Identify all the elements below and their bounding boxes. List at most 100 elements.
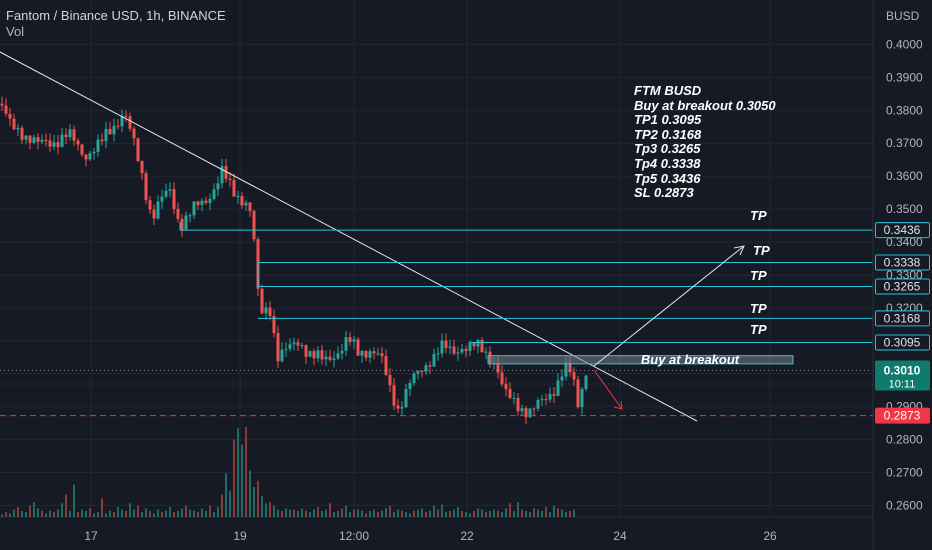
candle-body <box>352 339 356 342</box>
volume-bar <box>93 513 95 517</box>
candle-body <box>500 372 504 385</box>
candle-body <box>136 138 140 162</box>
y-tick-label: 0.2700 <box>886 466 923 480</box>
currency-label: BUSD <box>886 9 920 23</box>
note-line-pair: FTM BUSD <box>634 83 702 98</box>
candle-body <box>380 353 384 357</box>
volume-bar <box>193 510 195 517</box>
volume-bar <box>413 510 415 517</box>
candle-body <box>284 348 288 350</box>
candle-body <box>24 135 28 140</box>
volume-bar <box>245 427 247 517</box>
candle-body <box>240 196 244 206</box>
volume-bar <box>213 512 215 517</box>
candle-body <box>16 127 20 130</box>
volume-bar <box>9 513 11 517</box>
volume-bar <box>441 504 443 517</box>
candle-body <box>384 356 388 375</box>
volume-bar <box>381 510 383 517</box>
volume-bar <box>273 505 275 517</box>
breakout-label: Buy at breakout <box>641 352 740 367</box>
volume-bar <box>553 505 555 517</box>
candle-body <box>208 198 212 203</box>
candle-body <box>468 342 472 352</box>
y-tick-label: 0.2800 <box>886 433 923 447</box>
volume-bar <box>21 510 23 517</box>
candle-body <box>548 393 552 400</box>
candle-body <box>48 140 52 147</box>
volume-bar <box>53 512 55 517</box>
volume-bar <box>305 510 307 517</box>
candle-body <box>508 389 512 398</box>
volume-bar <box>493 509 495 517</box>
candle-body <box>80 144 84 155</box>
volume-bar <box>429 510 431 517</box>
candle-body <box>464 348 468 352</box>
candle-body <box>152 209 156 219</box>
current-price-tag <box>875 360 930 391</box>
candle-body <box>304 345 308 357</box>
volume-bar <box>397 509 399 517</box>
trendline <box>0 51 698 422</box>
volume-bar <box>69 510 71 517</box>
volume-bar <box>101 498 103 517</box>
candle-body <box>12 118 16 130</box>
volume-bar <box>301 508 303 517</box>
volume-bar <box>109 510 111 517</box>
candle-body <box>472 342 476 347</box>
volume-bar <box>225 473 227 517</box>
x-tick-label: 17 <box>84 529 98 543</box>
volume-bar <box>57 509 59 517</box>
volume-bar <box>37 508 39 517</box>
volume-bar <box>313 509 315 517</box>
stop-loss-tag <box>875 407 930 424</box>
volume-bar <box>453 509 455 517</box>
volume-bar <box>157 509 159 517</box>
tp-label: TP <box>753 243 770 258</box>
symbol-title[interactable]: Fantom / Binance USD, 1h, BINANCE <box>6 8 226 23</box>
candle-body <box>44 139 48 141</box>
candle-body <box>120 115 124 127</box>
candle-body <box>364 350 368 358</box>
volume-bar <box>349 512 351 517</box>
candle-body <box>308 351 312 357</box>
volume-bar <box>217 507 219 517</box>
volume-bar <box>549 512 551 517</box>
volume-bar <box>485 512 487 517</box>
candle-body <box>320 350 324 360</box>
volume-bar <box>401 510 403 517</box>
candle-body <box>128 116 132 129</box>
candle-body <box>272 316 276 334</box>
x-tick-label: 24 <box>613 529 627 543</box>
candle-body <box>156 201 160 219</box>
candle-body <box>144 173 148 201</box>
y-tick-label: 0.3400 <box>886 235 923 249</box>
volume-bar <box>377 512 379 517</box>
candle-body <box>516 397 520 412</box>
candle-body <box>164 190 168 197</box>
candle-body <box>220 166 224 184</box>
y-tick-label: 0.4000 <box>886 37 923 51</box>
volume-bar <box>545 507 547 517</box>
volume-label[interactable]: Vol <box>6 24 25 39</box>
volume-bar <box>353 509 355 517</box>
volume-bar <box>325 509 327 517</box>
candle-body <box>444 340 448 348</box>
volume-bar <box>137 505 139 517</box>
volume-bar <box>337 510 339 517</box>
candle-body <box>236 196 240 198</box>
y-tick-label: 0.3300 <box>886 268 923 282</box>
candle-body <box>36 137 40 142</box>
candle-body <box>520 408 524 412</box>
candle-body <box>188 215 192 217</box>
volume-bar <box>505 508 507 517</box>
breakout-zone <box>487 355 794 365</box>
candle-body <box>60 134 64 148</box>
volume-bar <box>489 510 491 517</box>
candle-body <box>248 202 252 211</box>
candle-body <box>460 348 464 353</box>
volume-bar <box>85 510 87 517</box>
candle-body <box>160 196 164 202</box>
candle-body <box>260 288 264 314</box>
